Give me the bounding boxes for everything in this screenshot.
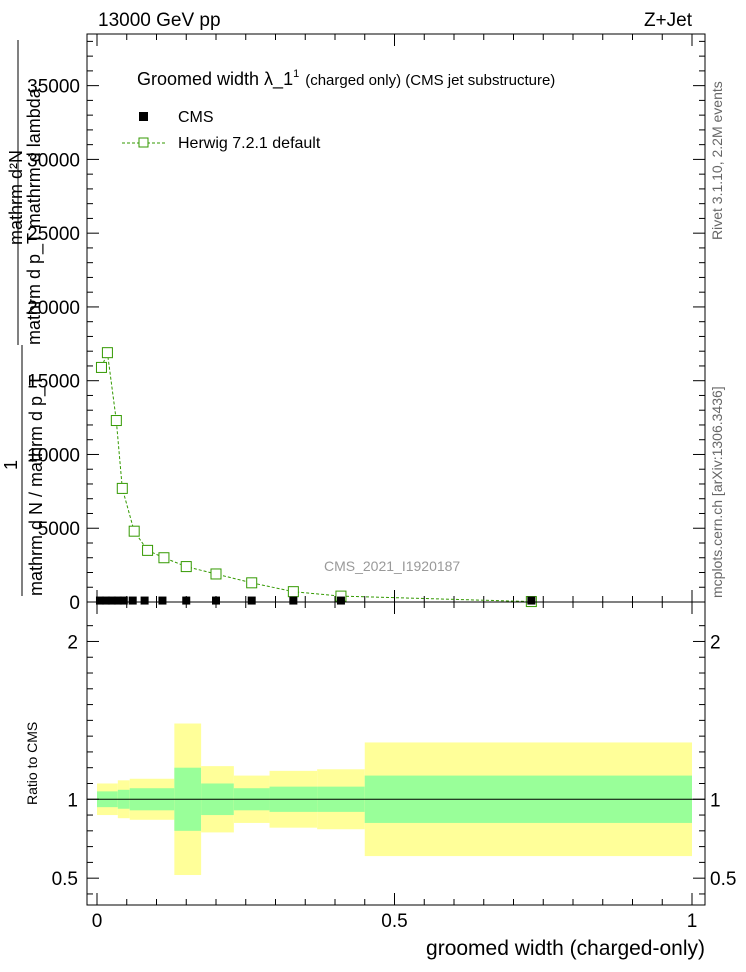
- main-y-tick-label: 0: [69, 593, 80, 614]
- x-tick-label: 0: [92, 911, 103, 932]
- main-panel: 0 5000 10000 15000 20000 25000 30000 35000 Groo…: [1, 33, 706, 614]
- main-y-tick-label: 25000: [27, 224, 80, 245]
- ratio-y-ticks: 0.5 0.5 1 1 2 2: [52, 625, 736, 895]
- cms-markers: [95, 596, 536, 605]
- main-y-ticks: 0 5000 10000 15000 20000 25000 30000 35000: [27, 40, 705, 614]
- cms-point: [182, 596, 191, 605]
- herwig-point: [110, 415, 122, 427]
- y-label-secondary: mathrm d N / mathrm d p_T: [26, 375, 47, 596]
- y-label-denominator: mathrm d p_T mathrm d lambda: [24, 87, 45, 345]
- x-tick-label: 1: [687, 911, 698, 932]
- cms-point: [247, 596, 256, 605]
- ratio-x-ticks: 0 0.5 1: [92, 602, 698, 932]
- cms-point: [336, 596, 345, 605]
- herwig-point: [246, 577, 258, 589]
- main-y-axis-label: mathrm d²N mathrm d p_T mathrm d lambda …: [1, 40, 47, 596]
- chart-title-suffix: (charged only) (CMS jet substructure): [305, 72, 555, 89]
- legend-herwig-label: Herwig 7.2.1 default: [178, 135, 321, 152]
- herwig-point: [210, 568, 222, 580]
- herwig-point: [116, 482, 128, 494]
- herwig-point: [128, 525, 140, 537]
- ratio-y-tick-label: 2: [67, 632, 78, 653]
- cms-point: [119, 596, 128, 605]
- herwig-point: [158, 552, 170, 564]
- collision-label: 13000 GeV pp: [98, 10, 221, 31]
- chart-title: Groomed width λ_11 (charged only) (CMS je…: [137, 68, 555, 90]
- ratio-y-tick-label-right: 2: [710, 632, 721, 653]
- main-y-tick-label: 10000: [27, 445, 80, 466]
- ratio-y-tick-label: 1: [67, 790, 78, 811]
- cms-point: [158, 596, 167, 605]
- herwig-point: [287, 586, 299, 598]
- cms-point: [107, 596, 116, 605]
- legend-cms-label: CMS: [178, 109, 214, 126]
- y-label-one: 1: [1, 460, 21, 470]
- cms-point: [289, 596, 298, 605]
- cms-point: [95, 596, 104, 605]
- main-y-tick-label: 35000: [27, 77, 80, 98]
- herwig-point: [101, 347, 113, 359]
- rivet-version-label: Rivet 3.1.10, 2.2M events: [709, 81, 725, 240]
- herwig-point: [95, 361, 107, 373]
- chart-title-main: Groomed width λ_1: [137, 69, 293, 90]
- ratio-y-tick-label-right: 0.5: [710, 869, 736, 890]
- x-axis-label: groomed width (charged-only): [426, 937, 705, 960]
- legend: CMS Herwig 7.2.1 default: [122, 109, 321, 152]
- herwig-line: [101, 350, 532, 603]
- analysis-watermark: CMS_2021_I1920187: [324, 558, 460, 574]
- ratio-y-tick-label: 0.5: [52, 869, 78, 890]
- cms-point: [113, 596, 122, 605]
- herwig-point: [180, 561, 192, 573]
- cms-point: [128, 596, 137, 605]
- x-tick-label: 0.5: [381, 911, 407, 932]
- herwig-markers: [95, 347, 537, 608]
- main-y-tick-label: 5000: [38, 519, 80, 540]
- legend-herwig-marker: [138, 137, 149, 148]
- cms-point: [212, 596, 220, 605]
- chart-title-superscript: 1: [293, 68, 299, 80]
- ratio-panel: 0.5 0.51 12 2 0 0.5 1 Ratio to CMS groomed wi…: [24, 601, 736, 960]
- cms-point: [101, 596, 110, 605]
- ratio-y-tick-label-right: 1: [710, 790, 721, 811]
- y-label-numerator: mathrm d²N: [6, 150, 26, 245]
- cms-point: [527, 596, 536, 605]
- legend-cms-marker: [139, 112, 148, 121]
- cms-point: [140, 596, 149, 605]
- main-y-tick-label: 20000: [27, 298, 80, 319]
- mcplots-label: mcplots.cern.ch [arXiv:1306.3436]: [709, 386, 725, 598]
- ratio-y-label: Ratio to CMS: [24, 722, 40, 805]
- process-label: Z+Jet: [644, 10, 693, 31]
- herwig-point: [142, 544, 154, 556]
- main-y-tick-label: 30000: [27, 150, 80, 171]
- ratio-frame: [86, 601, 706, 906]
- main-y-tick-label: 15000: [27, 372, 80, 393]
